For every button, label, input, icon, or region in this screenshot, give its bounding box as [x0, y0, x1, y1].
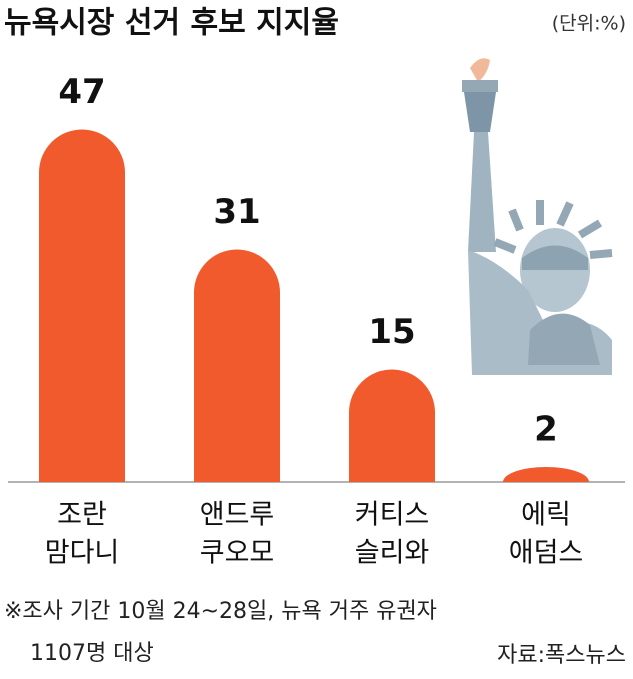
source: 자료:폭스뉴스 [497, 643, 626, 668]
category-label: 에릭 [521, 500, 571, 531]
category-label: 애덤스 [509, 538, 584, 569]
bar [503, 467, 589, 482]
value-label: 31 [213, 192, 260, 232]
category-label: 쿠오모 [200, 538, 275, 569]
note: 1107명 대상 [30, 641, 154, 666]
category-label: 조란 [57, 500, 107, 531]
category-label: 맘다니 [45, 538, 120, 569]
note: ※조사 기간 10월 24~28일, 뉴욕 거주 유권자 [4, 599, 437, 624]
chart-title: 뉴욕시장 선거 후보 지지율 [4, 6, 339, 41]
value-label: 15 [368, 312, 415, 352]
category-label: 앤드루 [200, 500, 275, 531]
bar [349, 369, 435, 482]
bar [39, 129, 125, 482]
unit-label: (단위:%) [552, 13, 626, 35]
bar [194, 249, 280, 482]
category-label: 커티스 [355, 500, 430, 531]
statue-illustration [462, 58, 613, 375]
value-label: 2 [534, 410, 558, 450]
category-label: 슬리와 [355, 538, 430, 569]
value-label: 47 [58, 72, 105, 112]
